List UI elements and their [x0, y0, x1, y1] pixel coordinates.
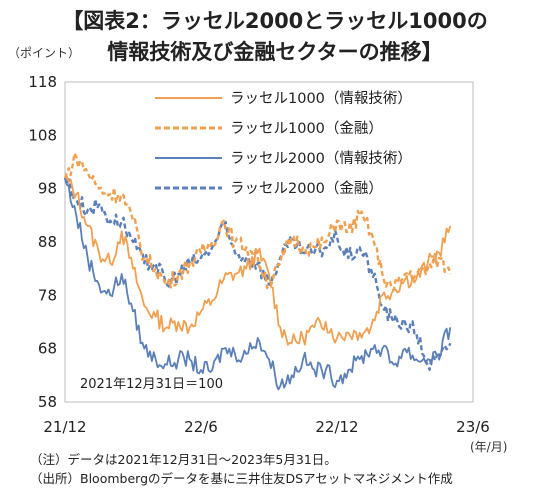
x-axis-unit: (年/月)	[470, 440, 508, 454]
y-tick-label: 98	[38, 180, 57, 198]
y-tick-label: 118	[28, 73, 57, 91]
y-tick-label: 78	[38, 286, 57, 304]
y-tick-label: 88	[38, 233, 57, 251]
y-axis-unit: （ポイント）	[8, 46, 81, 60]
y-tick-label: 108	[28, 126, 57, 144]
legend-label: ラッセル2000（金融）	[230, 180, 383, 197]
y-tick-label: 58	[38, 393, 57, 411]
x-tick-label: 22/12	[315, 418, 358, 436]
series-line	[64, 177, 452, 391]
x-tick-label: 23/6	[456, 418, 490, 436]
series-layer	[63, 152, 452, 391]
plot-frame	[64, 81, 474, 403]
y-tick-labels: 58 68 78 88 98 108 118	[28, 73, 57, 411]
legend: ラッセル1000（情報技術） ラッセル1000（金融） ラッセル2000（情報技術）…	[155, 90, 412, 197]
chart-title: 【図表2：ラッセル2000とラッセル1000の 情報技術及び金融セクターの推移】	[0, 6, 550, 68]
line-chart: 58 68 78 88 98 108 118 21/12 22/6 22/12 23/6 ラッセル…	[28, 73, 489, 436]
legend-label: ラッセル2000（情報技術）	[230, 150, 412, 167]
note-line: （注）データは2021年12月31日～2023年5月31日。	[30, 452, 337, 467]
x-tick-labels: 21/12 22/6 22/12 23/6	[43, 418, 489, 436]
notes: （注）データは2021年12月31日～2023年5月31日。 （出所）Bloom…	[30, 450, 453, 488]
legend-label: ラッセル1000（金融）	[230, 120, 383, 137]
series-line	[63, 152, 452, 292]
y-tick-label: 68	[38, 340, 57, 358]
x-tick-label: 21/12	[43, 418, 86, 436]
chart-title-line2: 情報技術及び金融セクターの推移】	[107, 40, 443, 64]
base-date-annotation: 2021年12月31日＝100	[80, 377, 223, 392]
source-line: （出所）Bloombergのデータを基に三井住友DSアセットマネジメント作成	[30, 471, 453, 486]
series-line	[63, 177, 452, 371]
x-tick-label: 22/6	[184, 418, 218, 436]
chart-title-line1: 【図表2：ラッセル2000とラッセル1000の	[62, 9, 488, 33]
legend-label: ラッセル1000（情報技術）	[230, 90, 412, 107]
